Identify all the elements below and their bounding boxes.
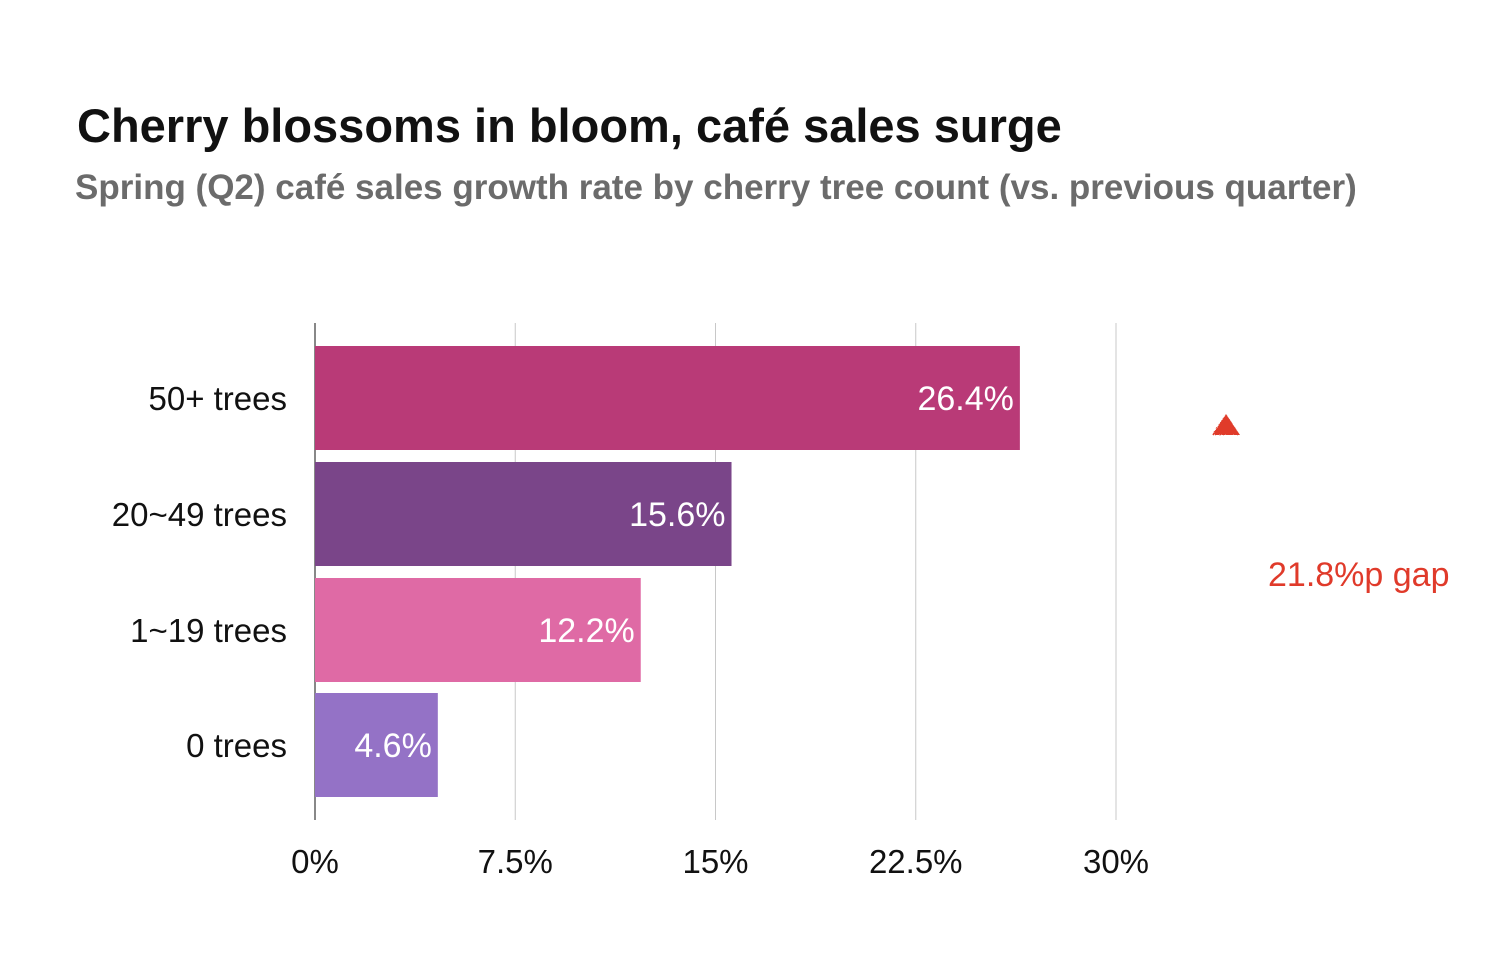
- data-label: 15.6%: [629, 496, 725, 534]
- gap-annotation: 21.8%p gap: [437, 401, 1450, 750]
- data-label: 26.4%: [917, 380, 1013, 418]
- data-label: 12.2%: [538, 612, 634, 650]
- arrow-head-icon: [1212, 414, 1240, 435]
- labels: 0% 7.5% 15% 22.5% 30% 50+ trees 26.4% 20~49 tre…: [112, 380, 1149, 880]
- bar: [315, 693, 438, 797]
- x-tick-label: 30%: [1083, 843, 1149, 880]
- category-label: 50+ trees: [148, 380, 287, 417]
- x-tick-label: 22.5%: [869, 843, 963, 880]
- x-tick-label: 15%: [682, 843, 748, 880]
- chart-subtitle: Spring (Q2) café sales growth rate by ch…: [75, 168, 1357, 207]
- gap-annotation-label: 21.8%p gap: [1268, 556, 1450, 594]
- x-tick-label: 0%: [291, 843, 339, 880]
- bar: [315, 462, 732, 566]
- bar: [315, 346, 1020, 450]
- category-label: 0 trees: [186, 727, 287, 764]
- x-tick-label: 7.5%: [478, 843, 553, 880]
- bar: [315, 578, 641, 682]
- bars: [315, 346, 1020, 797]
- data-label: 4.6%: [354, 727, 432, 765]
- category-label: 1~19 trees: [130, 612, 287, 649]
- chart-title: Cherry blossoms in bloom, café sales sur…: [77, 99, 1062, 152]
- category-label: 20~49 trees: [112, 496, 287, 533]
